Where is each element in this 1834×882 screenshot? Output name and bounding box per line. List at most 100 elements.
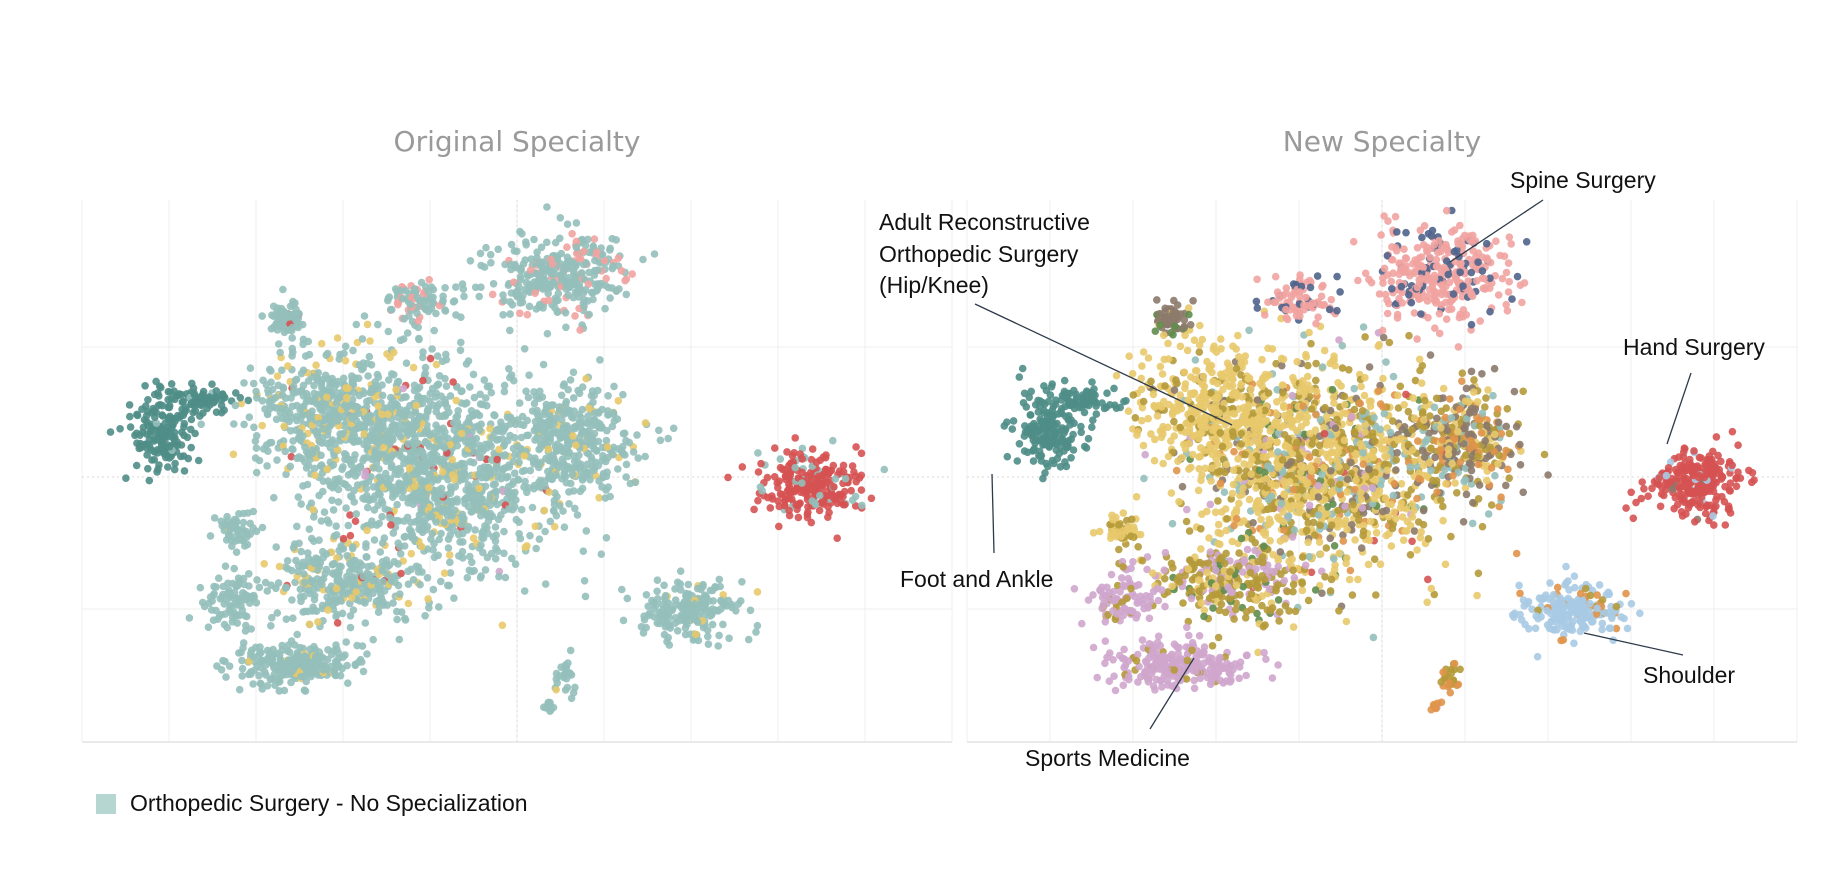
- original-specialty-point: [622, 290, 631, 299]
- original-specialty-point: [367, 473, 375, 481]
- original-specialty-point: [655, 426, 663, 435]
- original-specialty-point: [272, 543, 281, 551]
- original-specialty-point: [312, 429, 321, 437]
- original-specialty-point: [831, 495, 840, 504]
- original-specialty-point: [609, 450, 617, 459]
- original-specialty-point: [333, 568, 341, 576]
- original-specialty-point: [459, 285, 468, 293]
- original-specialty-point: [552, 685, 560, 694]
- original-specialty-point: [344, 679, 352, 687]
- new-specialty-point: [1305, 328, 1313, 337]
- original-specialty-point: [500, 452, 508, 460]
- new-specialty-point: [1305, 501, 1314, 510]
- original-specialty-point: [253, 576, 261, 584]
- original-specialty-point: [167, 380, 176, 388]
- new-specialty-point: [1206, 500, 1215, 509]
- original-specialty-point: [715, 575, 724, 584]
- original-specialty-point: [500, 387, 509, 396]
- original-specialty-point: [347, 492, 355, 500]
- original-specialty-point: [559, 381, 568, 390]
- original-specialty-point: [423, 574, 432, 582]
- original-specialty-point: [297, 500, 306, 508]
- original-specialty-point: [106, 428, 115, 436]
- original-specialty-point: [288, 334, 297, 342]
- original-specialty-point: [293, 630, 302, 639]
- original-specialty-point: [378, 391, 387, 400]
- original-specialty-point: [321, 400, 330, 409]
- original-specialty-point: [415, 334, 423, 343]
- original-specialty-point: [481, 566, 490, 574]
- original-specialty-point: [475, 484, 483, 493]
- original-specialty-point: [676, 567, 685, 575]
- new-specialty-point: [1275, 617, 1283, 625]
- new-specialty-point: [1403, 517, 1412, 526]
- original-specialty-point: [334, 498, 343, 506]
- original-specialty-point: [471, 283, 480, 292]
- original-specialty-point: [591, 256, 599, 265]
- original-specialty-point: [380, 443, 388, 452]
- original-specialty-point: [841, 500, 849, 509]
- new-specialty-point: [1330, 555, 1338, 563]
- original-specialty-point: [754, 468, 763, 476]
- original-specialty-point: [664, 633, 672, 642]
- original-specialty-point: [414, 317, 423, 325]
- original-specialty-point: [473, 501, 481, 510]
- original-specialty-point: [790, 487, 799, 496]
- original-specialty-point: [143, 451, 151, 459]
- original-specialty-point: [753, 588, 762, 596]
- original-specialty-point: [451, 483, 460, 491]
- original-specialty-point: [440, 458, 448, 467]
- new-specialty-point: [1392, 466, 1400, 474]
- new-specialty-point: [1327, 478, 1335, 486]
- original-specialty-point: [343, 661, 351, 670]
- original-specialty-point: [544, 421, 553, 429]
- original-specialty-point: [432, 360, 441, 369]
- original-specialty-point: [444, 535, 453, 543]
- original-specialty-point: [582, 374, 590, 383]
- new-specialty-point: [1415, 355, 1424, 364]
- original-specialty-point: [342, 504, 350, 512]
- original-specialty-point: [593, 419, 602, 427]
- original-specialty-point: [166, 412, 174, 421]
- original-specialty-point: [450, 594, 458, 602]
- original-specialty-point: [548, 429, 556, 438]
- original-specialty-point: [378, 512, 386, 521]
- original-specialty-point: [276, 677, 284, 686]
- original-specialty-point: [448, 471, 457, 479]
- new-specialty-point: [1134, 543, 1142, 551]
- original-specialty-point: [529, 457, 538, 465]
- new-specialty-point: [1388, 417, 1397, 425]
- original-specialty-point: [684, 580, 693, 589]
- new-specialty-point: [1257, 515, 1265, 524]
- original-specialty-point: [243, 530, 251, 538]
- new-specialty-point: [1370, 414, 1378, 422]
- original-specialty-point: [443, 403, 452, 412]
- original-specialty-point: [398, 294, 407, 303]
- original-specialty-point: [276, 408, 285, 417]
- new-specialty-point: [1377, 437, 1386, 445]
- original-specialty-point: [378, 539, 387, 547]
- original-specialty-point: [137, 443, 145, 452]
- original-specialty-point: [351, 517, 360, 525]
- original-specialty-point: [410, 381, 419, 390]
- new-specialty-point: [1393, 449, 1401, 457]
- original-specialty-point: [641, 419, 650, 427]
- original-specialty-point: [494, 515, 503, 524]
- original-specialty-point: [867, 494, 876, 503]
- original-specialty-point: [586, 475, 594, 484]
- original-specialty-point: [389, 529, 398, 537]
- original-specialty-point: [153, 435, 162, 444]
- original-specialty-point: [782, 493, 790, 502]
- original-specialty-point: [548, 260, 557, 268]
- original-specialty-point: [602, 457, 610, 466]
- original-specialty-point: [185, 614, 194, 622]
- new-specialty-point: [1296, 453, 1304, 462]
- original-specialty-point: [312, 361, 320, 370]
- original-specialty-point: [355, 391, 364, 400]
- original-specialty-point: [791, 463, 799, 472]
- original-specialty-point: [469, 370, 478, 379]
- original-specialty-point: [145, 476, 154, 485]
- original-specialty-point: [824, 513, 832, 521]
- original-specialty-point: [426, 389, 435, 398]
- original-specialty-point: [583, 469, 591, 477]
